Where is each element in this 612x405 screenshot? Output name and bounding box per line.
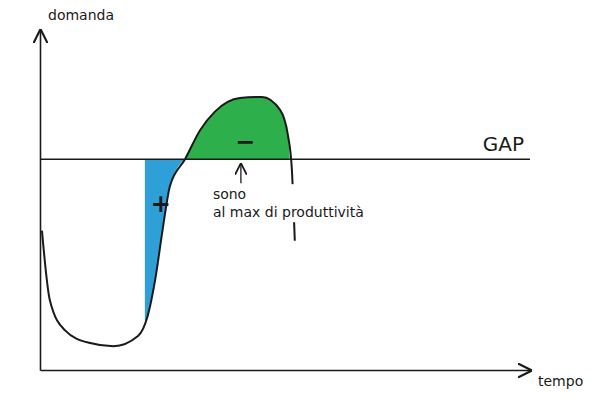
area-label: +: [151, 190, 171, 218]
plot-area: [40, 97, 530, 346]
annotation-background: [210, 184, 367, 222]
area-label: −: [235, 128, 255, 156]
annotation-arrow: [240, 164, 241, 183]
x-axis-line: [41, 370, 531, 372]
annotation-text: sono: [213, 186, 246, 202]
gap-line: [40, 158, 530, 159]
annotation: sono al max di produttività: [210, 164, 367, 222]
y-axis: [40, 31, 41, 371]
x-axis-title: tempo: [538, 373, 583, 389]
y-axis-line: [40, 31, 42, 371]
x-axis: [41, 370, 531, 371]
gap-label: GAP: [483, 132, 524, 156]
y-axis-title: domanda: [48, 7, 114, 23]
chart: domanda tempo + − GAP sono al max di produttiv…: [0, 0, 612, 405]
annotation-text: al max di produttività: [213, 204, 364, 220]
